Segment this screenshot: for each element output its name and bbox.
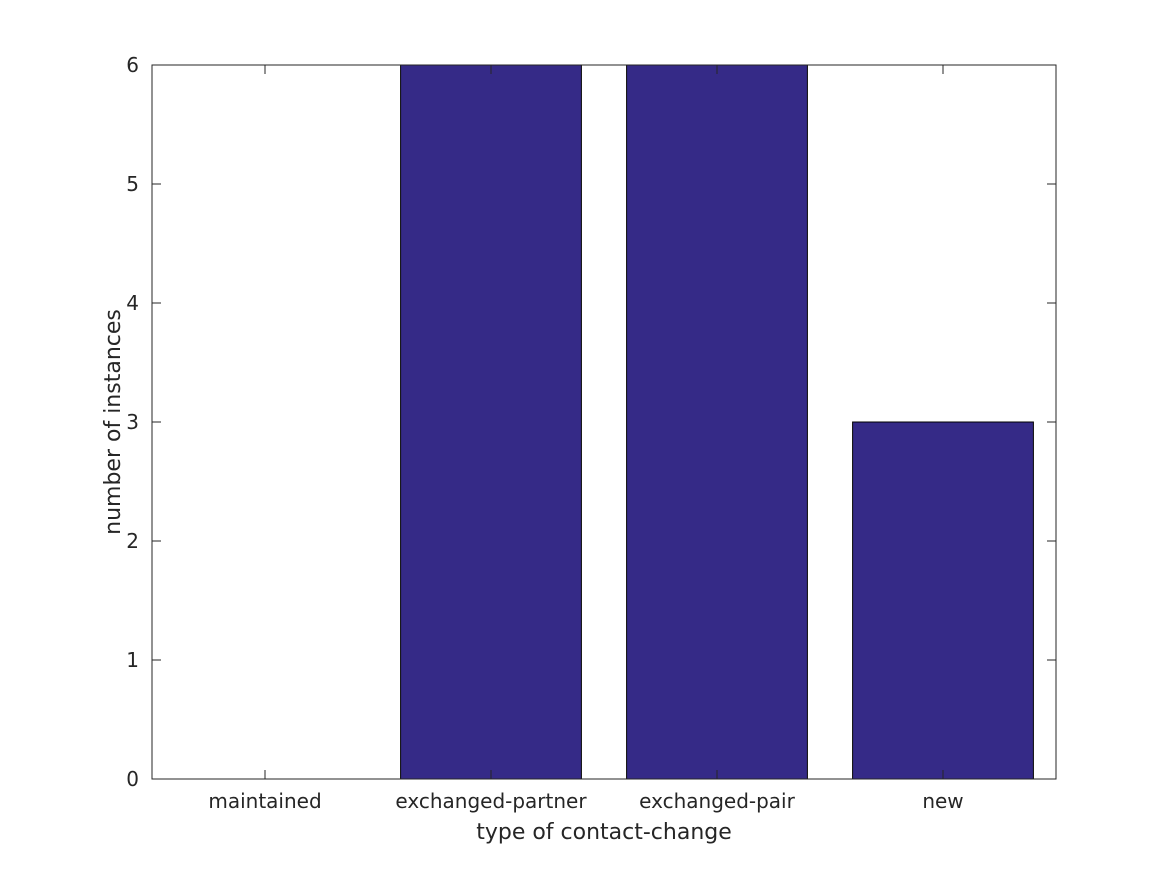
ticks-layer [152,64,1056,780]
y-tick-label-5: 5 [126,172,139,196]
bar-new [852,421,1034,780]
y-tick-label-2: 2 [126,529,139,553]
y-tick-label-4: 4 [126,291,139,315]
y-tick-label-6: 6 [126,53,139,77]
x-tick-label-exchanged-pair: exchanged-pair [639,789,795,813]
x-tick-label-maintained: maintained [208,789,321,813]
x-tick-label-new: new [922,789,963,813]
y-tick-label-1: 1 [126,648,139,672]
bars-layer [400,64,1034,780]
y-axis-title: number of instances [101,309,126,535]
y-tick-label-3: 3 [126,410,139,434]
x-axis-title: type of contact-change [476,820,732,845]
y-tick-label-0: 0 [126,767,139,791]
bar-exchanged-pair [626,64,808,780]
x-tick-label-exchanged-partner: exchanged-partner [395,789,587,813]
bar-exchanged-partner [400,64,582,780]
tick-labels-layer: maintained exchanged-partner exchanged-pai… [126,53,963,813]
